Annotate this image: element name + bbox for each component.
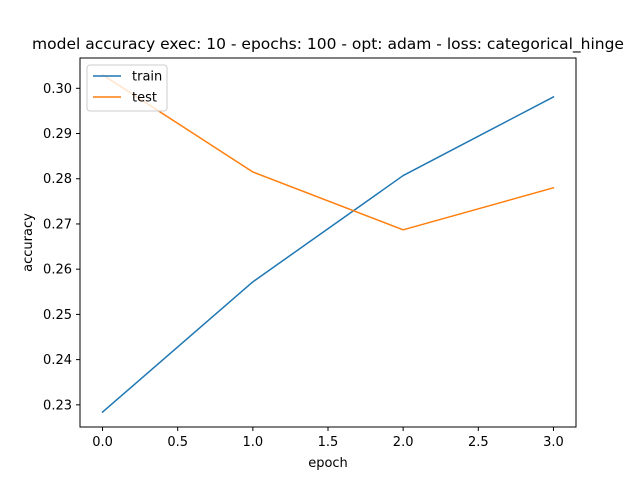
series-line-train (101, 95, 555, 414)
series-lines (101, 73, 555, 414)
x-tick-label: 2.5 (468, 435, 489, 450)
x-tick-label: 2.0 (393, 435, 414, 450)
x-tick-label: 3.0 (543, 435, 564, 450)
y-axis-label: accuracy (21, 213, 36, 272)
x-axis: 0.0 0.5 1.0 1.5 2.0 2.5 3.0 (92, 427, 564, 450)
legend-label-train: train (132, 70, 162, 85)
y-tick-label: 0.30 (43, 82, 72, 97)
x-tick-label: 0.0 (92, 435, 113, 450)
y-tick-label: 0.28 (43, 172, 72, 187)
y-tick-label: 0.27 (43, 217, 72, 232)
y-axis: 0.23 0.24 0.25 0.26 0.27 0.28 0.29 0.30 (43, 82, 80, 413)
x-tick-label: 1.5 (318, 435, 339, 450)
chart-title: model accuracy exec: 10 - epochs: 100 - … (32, 35, 624, 54)
y-tick-label: 0.26 (43, 263, 72, 278)
y-tick-label: 0.23 (43, 398, 72, 413)
x-tick-label: 0.5 (167, 435, 188, 450)
y-tick-label: 0.25 (43, 308, 72, 323)
legend: train test (86, 64, 168, 112)
series-line-test (101, 73, 555, 231)
legend-label-test: test (132, 91, 157, 106)
x-tick-label: 1.0 (243, 435, 264, 450)
y-tick-label: 0.24 (43, 353, 72, 368)
y-tick-label: 0.29 (43, 127, 72, 142)
x-axis-label: epoch (308, 456, 348, 471)
